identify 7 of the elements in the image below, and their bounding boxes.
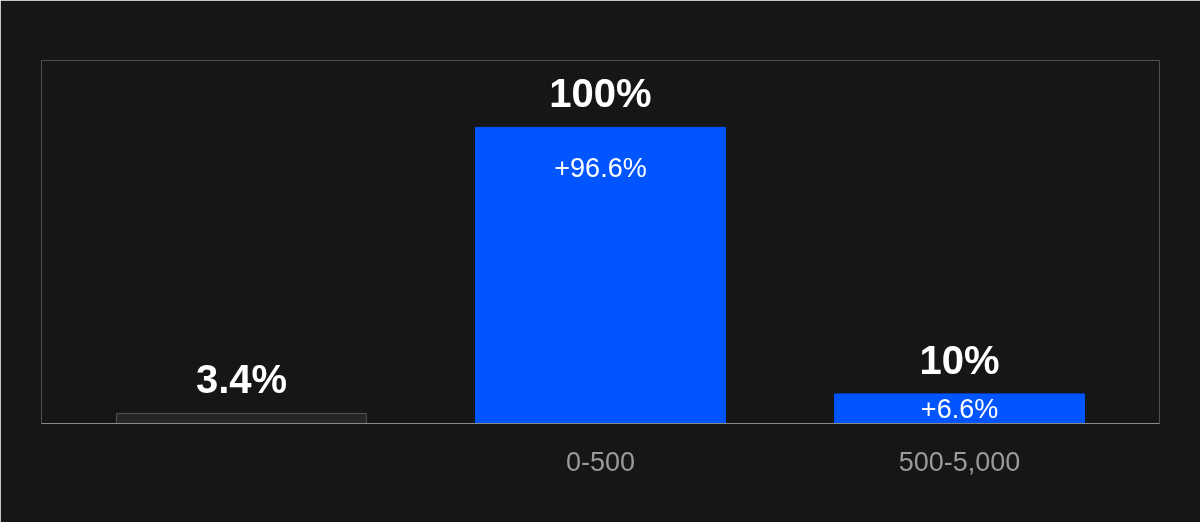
annotation: +6.6% bbox=[920, 393, 999, 424]
data-label: 100% bbox=[549, 71, 652, 116]
x-tick-label: 0-500 bbox=[565, 446, 636, 477]
data-label: 3.4% bbox=[195, 357, 288, 402]
data-label: 10% bbox=[919, 337, 1000, 382]
annotation: +96.6% bbox=[554, 153, 647, 184]
x-tick-label: 500-5,000 bbox=[898, 446, 1021, 477]
